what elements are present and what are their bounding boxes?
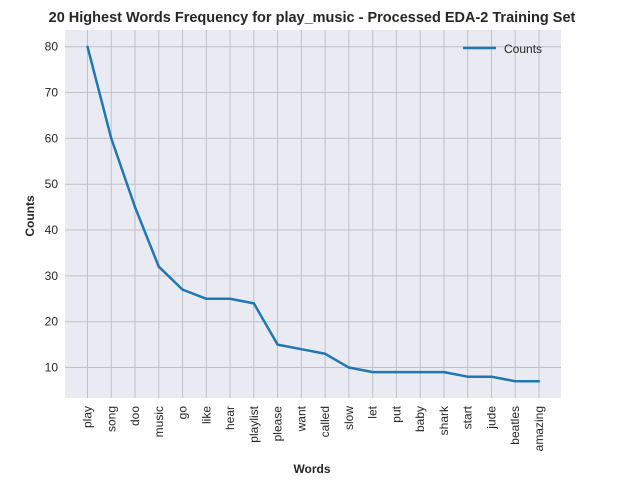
data-point	[86, 45, 89, 48]
data-point	[181, 288, 184, 291]
data-point	[133, 205, 137, 209]
y-tick-label: 70	[45, 86, 59, 100]
x-tick-label: called	[318, 406, 332, 437]
y-tick-label: 40	[45, 223, 59, 237]
x-tick-label: hear	[223, 406, 237, 430]
data-point	[157, 265, 160, 268]
data-point	[418, 370, 422, 374]
x-tick-label: shark	[437, 405, 451, 435]
x-tick-label: music	[152, 406, 166, 437]
x-tick-label: play	[81, 406, 95, 428]
data-point	[371, 370, 374, 374]
y-axis-label: Counts	[23, 195, 37, 237]
x-tick-label: beatles	[508, 406, 522, 445]
x-tick-label: want	[294, 405, 308, 432]
x-tick-label: like	[199, 406, 213, 424]
data-point	[537, 380, 541, 383]
data-point	[442, 370, 446, 374]
data-point	[466, 375, 469, 378]
x-tick-label: amazing	[532, 406, 546, 451]
x-axis-ticks: play song doo music go like hear playlist please…	[81, 405, 547, 451]
data-point	[514, 380, 517, 383]
data-point	[205, 297, 208, 300]
legend-label-counts: Counts	[504, 42, 542, 56]
y-tick-label: 20	[45, 315, 59, 329]
x-tick-label: playlist	[247, 405, 261, 442]
x-tick-label: start	[461, 405, 475, 429]
data-point	[347, 366, 351, 369]
data-point	[490, 375, 493, 378]
y-tick-label: 60	[45, 131, 59, 145]
data-point	[395, 370, 398, 374]
chart-title: 20 Highest Words Frequency for play_musi…	[49, 10, 576, 26]
x-tick-label: put	[389, 405, 403, 422]
x-axis-label: Words	[293, 462, 330, 476]
x-tick-label: baby	[413, 406, 427, 432]
data-point	[252, 302, 256, 305]
y-tick-label: 50	[45, 177, 59, 191]
y-tick-label: 80	[45, 40, 59, 54]
y-axis-ticks: 10 20 30 40 50 60 70 80	[45, 40, 59, 375]
x-tick-label: let	[366, 405, 380, 418]
data-point	[323, 352, 327, 355]
data-point	[276, 343, 279, 346]
x-tick-label: jude	[484, 406, 498, 430]
data-point	[228, 297, 232, 300]
x-tick-label: song	[104, 406, 118, 432]
y-tick-label: 10	[45, 361, 59, 375]
x-tick-label: slow	[342, 406, 356, 430]
data-point	[300, 347, 303, 351]
series-line-counts	[86, 46, 539, 383]
grid	[65, 30, 561, 398]
x-tick-label: doo	[128, 406, 142, 426]
series-layer	[86, 45, 541, 383]
x-tick-label: please	[271, 406, 285, 442]
plot-area	[65, 30, 561, 398]
data-point	[110, 137, 113, 140]
x-tick-label: go	[176, 406, 190, 420]
y-tick-label: 30	[45, 269, 59, 283]
legend: Counts	[463, 42, 542, 56]
